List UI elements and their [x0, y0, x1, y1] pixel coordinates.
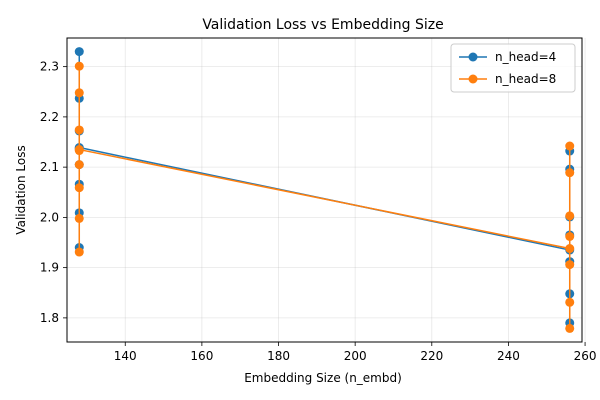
data-point [74, 125, 84, 135]
y-tick-label: 1.8 [40, 311, 59, 325]
y-tick-label: 2.3 [40, 60, 59, 74]
x-tick-label: 160 [190, 349, 213, 363]
plot-frame [66, 37, 583, 343]
data-point [565, 244, 575, 254]
y-tick-label: 2.2 [40, 110, 59, 124]
x-tick-label: 200 [344, 349, 367, 363]
legend-marker [468, 52, 478, 62]
data-point [74, 213, 84, 223]
data-point [565, 323, 575, 333]
data-point [565, 141, 575, 151]
y-axis-label: Validation Loss [14, 145, 28, 234]
legend-label: n_head=4 [495, 50, 556, 64]
y-tick-label: 1.9 [40, 261, 59, 275]
data-point [565, 211, 575, 221]
x-tick-label: 140 [114, 349, 137, 363]
y-tick-label: 2.1 [40, 160, 59, 174]
data-point [74, 47, 84, 57]
data-point [74, 160, 84, 170]
y-tick-label: 2.0 [40, 210, 59, 224]
x-tick-label: 240 [497, 349, 520, 363]
series-layer [74, 47, 575, 333]
x-tick-label: 220 [420, 349, 443, 363]
ticks: 140 160 180 200 220 240 260 1.8 1.9 2.0 2.1 2.2 2.3 [40, 60, 597, 363]
legend-label: n_head=8 [495, 72, 556, 86]
chart-title: Validation Loss vs Embedding Size [202, 17, 443, 33]
legend-box [450, 43, 576, 93]
data-point [565, 297, 575, 307]
legend: n_head=4 n_head=8 [450, 43, 576, 93]
series-line-2 [78, 66, 571, 330]
legend-marker [468, 74, 478, 84]
x-tick-label: 180 [267, 349, 290, 363]
data-point [74, 183, 84, 193]
data-point [74, 61, 84, 71]
data-point [565, 260, 575, 270]
x-tick-label: 260 [574, 349, 597, 363]
data-point [74, 145, 84, 155]
data-point [74, 88, 84, 98]
data-point [565, 168, 575, 178]
data-point [565, 231, 575, 241]
data-point [74, 247, 84, 257]
x-axis-label: Embedding Size (n_embd) [244, 371, 402, 385]
